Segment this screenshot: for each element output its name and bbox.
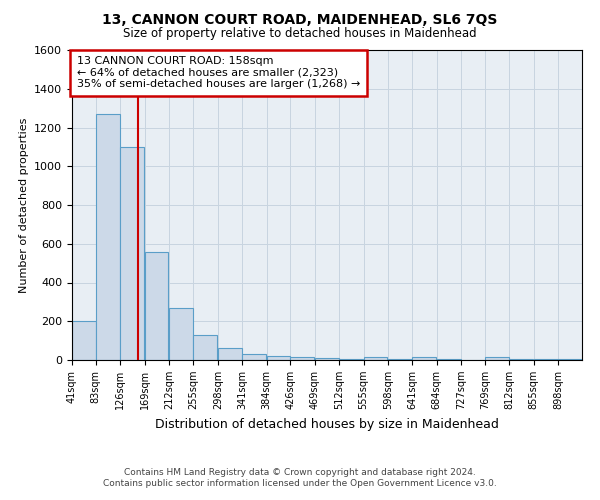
Bar	[96, 114, 119, 360]
Bar	[242, 354, 266, 360]
Text: 13, CANNON COURT ROAD, MAIDENHEAD, SL6 7QS: 13, CANNON COURT ROAD, MAIDENHEAD, SL6 7…	[103, 12, 497, 26]
Bar	[145, 252, 169, 360]
Bar	[315, 358, 338, 360]
Text: Contains HM Land Registry data © Crown copyright and database right 2024.
Contai: Contains HM Land Registry data © Crown c…	[103, 468, 497, 487]
Bar	[266, 356, 290, 360]
Bar	[437, 359, 461, 360]
Bar	[364, 357, 388, 360]
Bar	[120, 147, 144, 360]
Bar	[388, 359, 412, 360]
X-axis label: Distribution of detached houses by size in Maidenhead: Distribution of detached houses by size …	[155, 418, 499, 430]
Bar	[218, 348, 242, 360]
Bar	[169, 308, 193, 360]
Y-axis label: Number of detached properties: Number of detached properties	[19, 118, 29, 292]
Bar	[412, 357, 436, 360]
Bar	[558, 359, 582, 360]
Text: Size of property relative to detached houses in Maidenhead: Size of property relative to detached ho…	[123, 28, 477, 40]
Bar	[193, 335, 217, 360]
Bar	[72, 322, 96, 360]
Bar	[339, 359, 363, 360]
Bar	[509, 359, 533, 360]
Bar	[290, 357, 314, 360]
Text: 13 CANNON COURT ROAD: 158sqm
← 64% of detached houses are smaller (2,323)
35% of: 13 CANNON COURT ROAD: 158sqm ← 64% of de…	[77, 56, 361, 90]
Bar	[485, 357, 509, 360]
Bar	[534, 359, 557, 360]
